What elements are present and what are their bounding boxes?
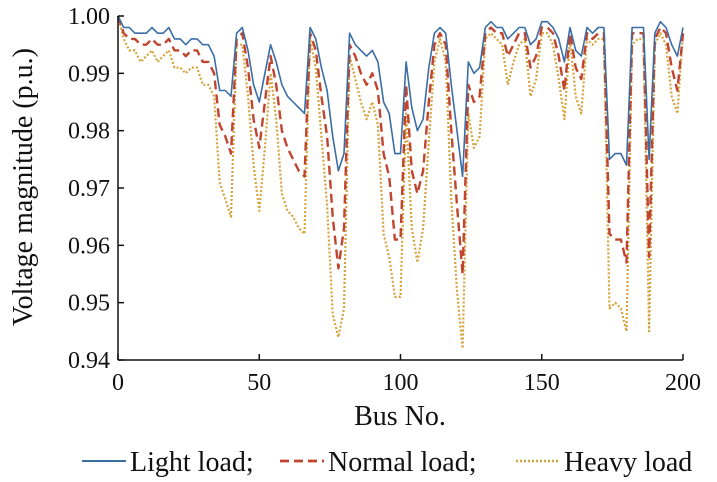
y-tick-label: 1.00 [68, 4, 110, 30]
x-tick-label: 50 [247, 370, 271, 396]
y-tick-label: 0.99 [68, 61, 110, 87]
series-line-light-load [117, 15, 684, 178]
y-tick-label: 0.96 [68, 233, 110, 259]
x-tick-label: 150 [524, 370, 560, 396]
tick-labels: 0 50 100 150 200 0.94 0.95 0.96 0.97 0.98 0.99 1.00 [68, 4, 701, 396]
legend-label: Normal load; [328, 447, 477, 478]
legend-label: Heavy load [564, 447, 692, 478]
series-line-heavy-load [116, 15, 685, 350]
y-tick-label: 0.94 [68, 348, 110, 374]
series-line-normal-load [116, 15, 685, 276]
y-axis-title: Voltage magnitude (p.u.) [8, 48, 39, 326]
plot-area [116, 15, 685, 350]
x-tick-label: 200 [665, 370, 701, 396]
legend: Light load; Normal load; Heavy load [82, 447, 692, 478]
x-tick-label: 0 [112, 370, 124, 396]
y-tick-label: 0.95 [68, 291, 110, 317]
legend-label: Light load; [130, 447, 254, 478]
axes [117, 15, 684, 361]
x-tick-label: 100 [383, 370, 419, 396]
y-tick-label: 0.97 [68, 176, 110, 202]
x-axis-title: Bus No. [354, 401, 446, 432]
y-tick-label: 0.98 [68, 119, 110, 145]
